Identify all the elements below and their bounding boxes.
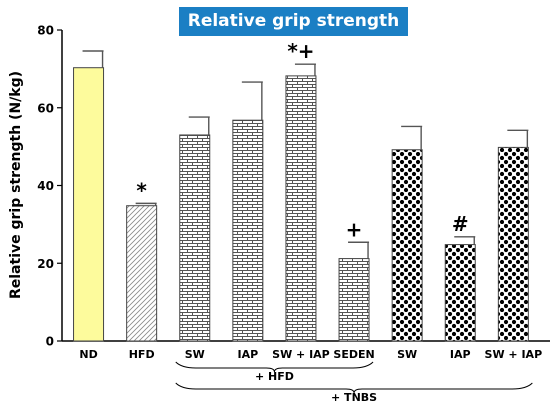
- significance-mark-5: *+: [287, 39, 314, 63]
- group-label-2: + TNBS: [331, 391, 377, 404]
- significance-mark-6: +: [346, 217, 363, 241]
- x-tick-label-2: HFD: [129, 348, 155, 361]
- chart-title: Relative grip strength: [179, 7, 408, 36]
- x-tick-label-4: IAP: [238, 348, 259, 361]
- y-axis-label: Relative grip strength (N/kg): [8, 71, 24, 299]
- x-tick-label-8: IAP: [450, 348, 471, 361]
- x-tick-label-3: SW: [185, 348, 205, 361]
- x-tick-label-9: SW + IAP: [485, 348, 543, 361]
- y-tick-label: 60: [37, 101, 54, 115]
- bar-8: [444, 244, 476, 342]
- bar-4: [232, 119, 264, 342]
- x-tick-label-7: SW: [397, 348, 417, 361]
- bar-9: [497, 146, 529, 342]
- bar-1: [73, 67, 105, 342]
- bar-6: [338, 258, 370, 342]
- group-bracket-1: [175, 361, 374, 373]
- bar-7: [391, 149, 423, 342]
- y-tick-label: 80: [37, 24, 54, 38]
- x-tick-label-1: ND: [79, 348, 97, 361]
- y-tick-label: 40: [37, 179, 54, 193]
- significance-mark-2: *: [136, 178, 147, 202]
- y-tick-label: 20: [37, 257, 54, 271]
- group-label-1: + HFD: [255, 370, 294, 383]
- bar-3: [179, 134, 211, 342]
- bar-2: [126, 205, 158, 342]
- x-tick-label-6: SEDEN: [333, 348, 374, 361]
- y-tick-label: 0: [46, 335, 54, 349]
- group-bracket-2: [175, 382, 533, 394]
- significance-mark-8: #: [452, 212, 469, 236]
- bar-5: [285, 75, 317, 342]
- x-tick-label-5: SW + IAP: [272, 348, 330, 361]
